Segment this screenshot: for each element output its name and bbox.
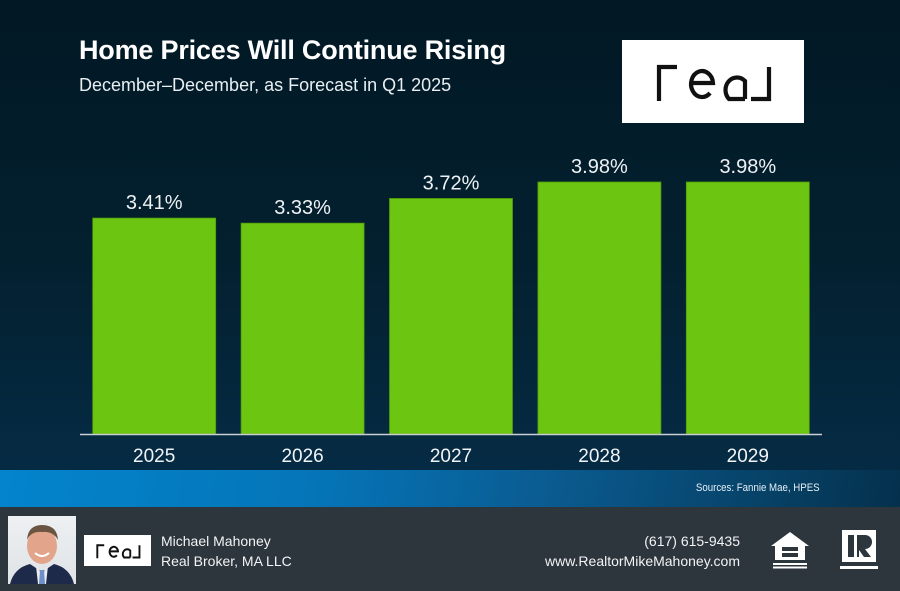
x-tick-label-2025: 2025 xyxy=(133,446,175,467)
x-tick-label-2026: 2026 xyxy=(281,446,323,467)
chart-title: Home Prices Will Continue Rising xyxy=(79,35,506,65)
real-logo xyxy=(622,40,804,123)
x-tick-label-2028: 2028 xyxy=(578,446,620,467)
chart-subtitle: December–December, as Forecast in Q1 202… xyxy=(79,75,452,95)
chart-area: Home Prices Will Continue Rising Decembe… xyxy=(0,0,900,470)
phone-number[interactable]: (617) 615-9435 xyxy=(644,533,740,549)
website-link[interactable]: www.RealtorMikeMahoney.com xyxy=(544,553,740,569)
agent-info: Michael Mahoney Real Broker, MA LLC xyxy=(161,531,292,571)
data-label-2028: 3.98% xyxy=(571,156,628,178)
bar-2028 xyxy=(537,181,662,435)
data-label-2026: 3.33% xyxy=(274,197,331,219)
data-label-2029: 3.98% xyxy=(719,156,776,178)
bar-chart: 3.41% 2025 3.33% 2026 3.72% 2027 3.98% 2028 3.98… xyxy=(80,156,822,467)
x-tick-label-2029: 2029 xyxy=(727,446,769,467)
realtor-icon xyxy=(840,530,878,569)
agent-company: Real Broker, MA LLC xyxy=(161,553,292,569)
bar-2029 xyxy=(685,181,810,435)
x-tick-label-2027: 2027 xyxy=(430,446,472,467)
contact-info: (617) 615-9435 www.RealtorMikeMahoney.co… xyxy=(545,531,740,571)
equal-housing-opportunity-icon xyxy=(771,532,809,569)
agent-name: Michael Mahoney xyxy=(161,533,271,549)
footer-real-logo xyxy=(84,535,151,566)
data-label-2027: 3.72% xyxy=(423,172,480,194)
agent-portrait-icon xyxy=(10,525,74,584)
agent-photo xyxy=(8,516,76,584)
real-logo-icon xyxy=(656,64,772,101)
bar-2027 xyxy=(389,198,513,435)
sources-text: Sources: Fannie Mae, HPES xyxy=(696,482,820,494)
real-logo-icon xyxy=(95,543,140,558)
sources-band: Sources: Fannie Mae, HPES xyxy=(0,470,900,507)
bar-2025 xyxy=(92,217,217,435)
footer: Michael Mahoney Real Broker, MA LLC (617… xyxy=(0,507,900,591)
data-label-2025: 3.41% xyxy=(126,192,183,214)
bar-2026 xyxy=(240,222,365,435)
